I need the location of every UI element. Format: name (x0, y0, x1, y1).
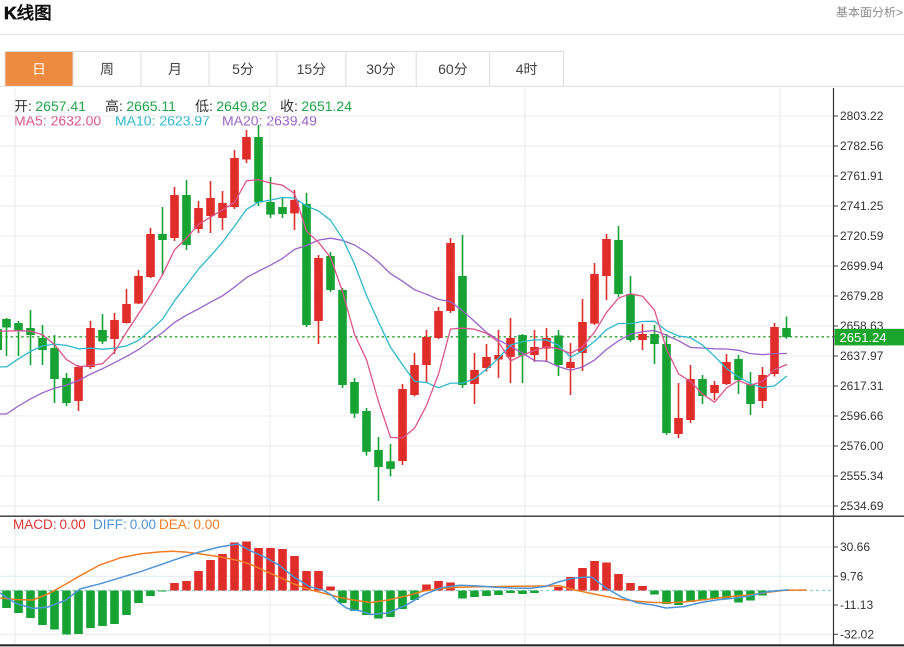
svg-text:0.00: 0.00 (60, 517, 86, 532)
svg-text:9.76: 9.76 (840, 569, 864, 583)
svg-text:MA5: 2632.00: MA5: 2632.00 (14, 113, 101, 129)
svg-text:0.00: 0.00 (194, 517, 220, 532)
svg-text:2637.97: 2637.97 (840, 349, 884, 363)
svg-text:0.00: 0.00 (130, 517, 156, 532)
svg-text:2657.41: 2657.41 (35, 98, 86, 114)
svg-text:2699.94: 2699.94 (840, 259, 884, 273)
svg-text:2679.28: 2679.28 (840, 289, 884, 303)
svg-text:2665.11: 2665.11 (126, 98, 176, 114)
svg-text:60: 60 (438, 61, 454, 77)
svg-text:15: 15 (297, 61, 313, 77)
svg-text:2555.34: 2555.34 (840, 469, 884, 483)
svg-text::: : (28, 98, 32, 114)
svg-text:MA10: 2623.97: MA10: 2623.97 (115, 113, 210, 129)
svg-text:2651.24: 2651.24 (840, 330, 887, 345)
svg-text:2720.59: 2720.59 (840, 229, 884, 243)
svg-text:2534.69: 2534.69 (840, 499, 884, 513)
svg-text:>: > (896, 6, 903, 20)
svg-text:2761.91: 2761.91 (840, 169, 884, 183)
svg-text:2782.56: 2782.56 (840, 139, 884, 153)
svg-text:2649.82: 2649.82 (216, 98, 267, 114)
svg-text:-32.02: -32.02 (840, 628, 874, 642)
svg-text:4: 4 (516, 61, 524, 77)
svg-text::: : (209, 98, 213, 114)
svg-text:MACD:: MACD: (13, 517, 57, 532)
svg-text:30.66: 30.66 (840, 540, 870, 554)
svg-text:2803.22: 2803.22 (840, 109, 884, 123)
svg-text:5: 5 (232, 61, 240, 77)
svg-text::: : (294, 98, 298, 114)
svg-text:DIFF:: DIFF: (93, 517, 127, 532)
svg-text:2617.31: 2617.31 (840, 379, 884, 393)
svg-text:-11.13: -11.13 (840, 598, 873, 612)
svg-text:30: 30 (366, 61, 382, 77)
svg-text:2651.24: 2651.24 (301, 98, 352, 114)
svg-text:2741.25: 2741.25 (840, 199, 884, 213)
svg-text::: : (119, 98, 123, 114)
svg-text:2596.66: 2596.66 (840, 409, 884, 423)
svg-text:DEA:: DEA: (159, 517, 191, 532)
svg-text:2576.00: 2576.00 (840, 439, 884, 453)
